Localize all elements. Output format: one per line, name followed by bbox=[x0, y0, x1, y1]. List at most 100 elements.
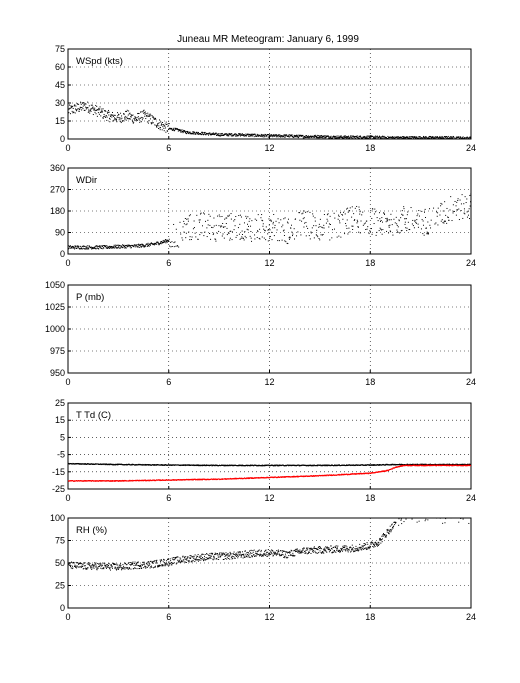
data-point bbox=[96, 247, 98, 249]
data-point bbox=[142, 563, 144, 565]
data-point bbox=[235, 236, 237, 238]
data-point bbox=[127, 245, 129, 247]
data-point bbox=[213, 225, 215, 227]
data-point bbox=[326, 465, 328, 467]
data-point bbox=[97, 463, 99, 465]
data-point bbox=[304, 135, 306, 137]
data-point bbox=[403, 208, 405, 210]
data-point bbox=[129, 564, 131, 566]
data-point bbox=[117, 244, 119, 246]
data-point bbox=[187, 131, 189, 133]
data-point bbox=[401, 138, 403, 139]
data-point bbox=[292, 233, 294, 235]
data-point bbox=[144, 111, 146, 113]
data-point bbox=[194, 554, 196, 556]
data-point bbox=[141, 464, 143, 466]
data-point bbox=[163, 565, 165, 567]
data-point bbox=[143, 109, 145, 111]
data-point bbox=[196, 465, 198, 467]
data-point bbox=[357, 464, 359, 466]
data-point bbox=[140, 121, 142, 123]
data-point bbox=[186, 557, 188, 559]
data-point bbox=[183, 220, 185, 222]
data-point bbox=[380, 138, 382, 139]
data-point bbox=[76, 109, 78, 111]
data-point bbox=[345, 465, 347, 467]
data-point bbox=[149, 480, 151, 482]
data-point bbox=[383, 138, 385, 139]
data-point bbox=[102, 562, 104, 564]
data-point bbox=[139, 244, 141, 246]
data-point bbox=[261, 476, 263, 478]
data-point bbox=[75, 109, 77, 111]
data-point bbox=[437, 224, 439, 226]
data-point bbox=[373, 223, 375, 225]
data-point bbox=[105, 463, 107, 465]
data-point bbox=[165, 480, 167, 482]
data-point bbox=[124, 247, 126, 249]
data-point bbox=[218, 230, 220, 232]
data-point bbox=[420, 464, 422, 466]
data-point bbox=[291, 134, 293, 136]
data-point bbox=[207, 224, 209, 226]
data-point bbox=[198, 221, 200, 223]
data-point bbox=[183, 231, 185, 233]
data-point bbox=[283, 136, 285, 138]
data-point bbox=[180, 561, 182, 563]
data-point bbox=[228, 134, 230, 136]
data-point bbox=[337, 218, 339, 220]
data-point bbox=[381, 233, 383, 235]
data-point bbox=[158, 127, 160, 129]
data-point bbox=[294, 135, 296, 137]
data-point bbox=[86, 563, 88, 565]
data-point bbox=[258, 237, 260, 239]
data-point bbox=[316, 235, 318, 237]
data-point bbox=[436, 465, 438, 467]
data-point bbox=[410, 207, 412, 209]
data-point bbox=[251, 134, 253, 136]
data-point bbox=[379, 218, 381, 220]
data-point bbox=[153, 566, 155, 568]
data-point bbox=[329, 223, 331, 225]
data-point bbox=[125, 566, 127, 568]
data-point bbox=[87, 247, 89, 249]
data-point bbox=[219, 133, 221, 135]
data-point bbox=[197, 131, 199, 133]
data-point bbox=[424, 216, 426, 218]
data-point bbox=[115, 567, 117, 569]
data-point bbox=[461, 463, 463, 465]
data-point bbox=[173, 479, 175, 481]
data-point bbox=[174, 558, 176, 560]
data-point bbox=[416, 219, 418, 221]
data-point bbox=[96, 569, 98, 571]
data-point bbox=[468, 208, 470, 210]
y-tick-label: 975 bbox=[50, 346, 65, 356]
data-point bbox=[229, 134, 231, 136]
data-point bbox=[241, 464, 243, 466]
data-point bbox=[312, 475, 314, 477]
data-point bbox=[136, 244, 138, 246]
data-point bbox=[252, 477, 254, 479]
data-point bbox=[182, 464, 184, 466]
data-point bbox=[197, 133, 199, 135]
y-tick-label: 25 bbox=[55, 398, 65, 408]
data-point bbox=[422, 138, 424, 139]
data-point bbox=[356, 136, 358, 138]
data-point bbox=[441, 203, 443, 205]
data-point bbox=[378, 212, 380, 214]
data-point bbox=[456, 136, 458, 138]
data-point bbox=[463, 203, 465, 205]
data-point bbox=[138, 112, 140, 114]
data-point bbox=[126, 463, 128, 465]
data-point bbox=[317, 137, 319, 139]
data-point bbox=[466, 136, 468, 138]
data-point bbox=[177, 129, 179, 131]
data-point bbox=[293, 228, 295, 230]
data-point bbox=[242, 134, 244, 136]
data-point bbox=[447, 137, 449, 139]
data-point bbox=[140, 246, 142, 248]
data-point bbox=[120, 247, 122, 249]
data-point bbox=[68, 462, 70, 464]
data-point bbox=[168, 238, 170, 240]
data-point bbox=[250, 464, 252, 466]
